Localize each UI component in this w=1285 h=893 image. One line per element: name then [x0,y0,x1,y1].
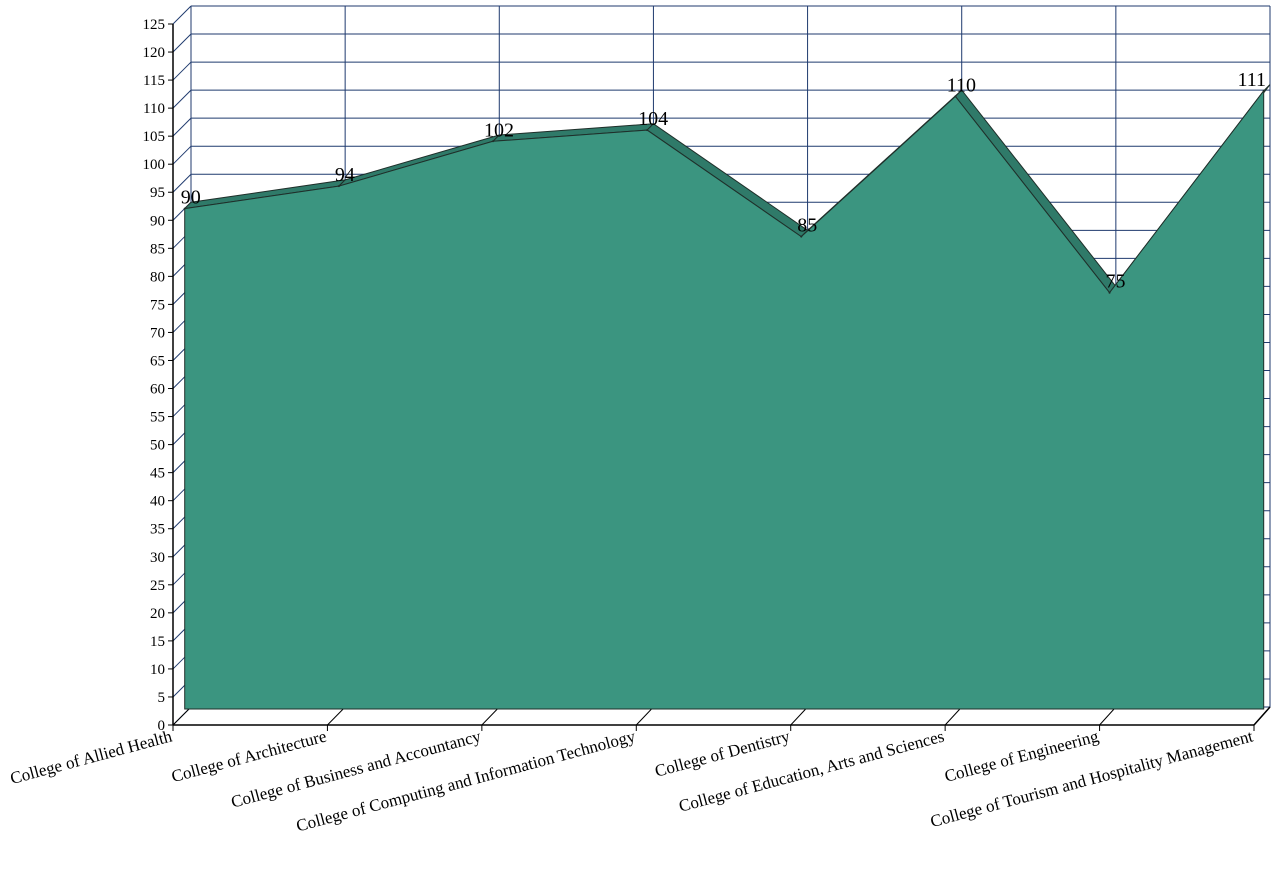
y-tick-label: 25 [150,578,165,594]
y-tick-label: 95 [150,185,165,201]
data-label: 111 [1237,69,1266,91]
y-tick-label: 20 [150,606,165,622]
gridline-side [172,145,192,165]
floor-line [327,706,346,726]
data-label: 90 [181,187,201,209]
y-tick-label: 50 [150,438,165,454]
y-tick-label: 10 [150,662,165,678]
data-point [646,129,649,132]
floor-line [790,706,808,726]
x-tick-label: College of Business and Accountancy [229,726,483,811]
gridline-side [172,173,192,193]
y-tick-label: 55 [150,410,165,426]
data-labels: 90 94 102 104 85 110 75 111 [181,69,1266,293]
data-point [337,185,340,188]
y-tick-label: 115 [143,73,165,89]
data-point [1108,291,1111,294]
series-area [183,84,1271,710]
data-label: 104 [638,108,668,130]
y-tick-label: 30 [150,550,165,566]
data-point [1262,89,1265,92]
y-tick-label: 5 [158,690,166,706]
y-tick-label: 40 [150,494,165,510]
floor-line [635,706,654,726]
gridline-side [172,33,192,53]
gridline-side [172,117,192,137]
floor-edge [1253,706,1271,726]
data-label: 102 [484,119,514,141]
axes [168,23,1271,731]
floor-line [944,706,963,726]
x-tick-label: College of Allied Health [8,726,174,788]
y-tick-label: 125 [143,17,166,33]
data-point [800,235,803,238]
x-tick-label: College of Education, Arts and Sciences [677,727,946,816]
y-tick-label: 15 [150,634,165,650]
data-label: 94 [335,164,355,186]
floor-line [1099,706,1117,726]
y-tick-label: 65 [150,353,165,369]
y-tick-labels: 0 5 10 15 20 25 30 35 40 45 50 55 60 65 70 75 80 85 90 95 10… [143,17,166,734]
y-tick-label: 35 [150,522,165,538]
y-tick-label: 90 [150,213,165,229]
y-tick-label: 80 [150,269,165,285]
data-label: 85 [797,215,817,237]
data-point [183,207,186,210]
floor-line [172,706,192,726]
data-point [491,140,494,143]
floor-line [481,706,500,726]
data-label: 75 [1106,271,1126,293]
y-tick-label: 60 [150,382,165,398]
data-label: 110 [947,74,976,96]
gridline-side [172,89,192,109]
gridline-side [172,61,192,81]
y-tick-label: 70 [150,325,165,341]
data-point [954,95,957,98]
gridline-side [172,5,192,25]
y-tick-label: 110 [143,101,165,117]
y-tick-label: 75 [150,297,165,313]
y-tick-label: 105 [143,129,166,145]
y-tick-label: 85 [150,241,165,257]
y-tick-label: 100 [143,157,166,173]
y-tick-label: 45 [150,466,165,482]
y-tick-label: 120 [143,45,166,61]
y-tick-label: 0 [158,718,166,734]
